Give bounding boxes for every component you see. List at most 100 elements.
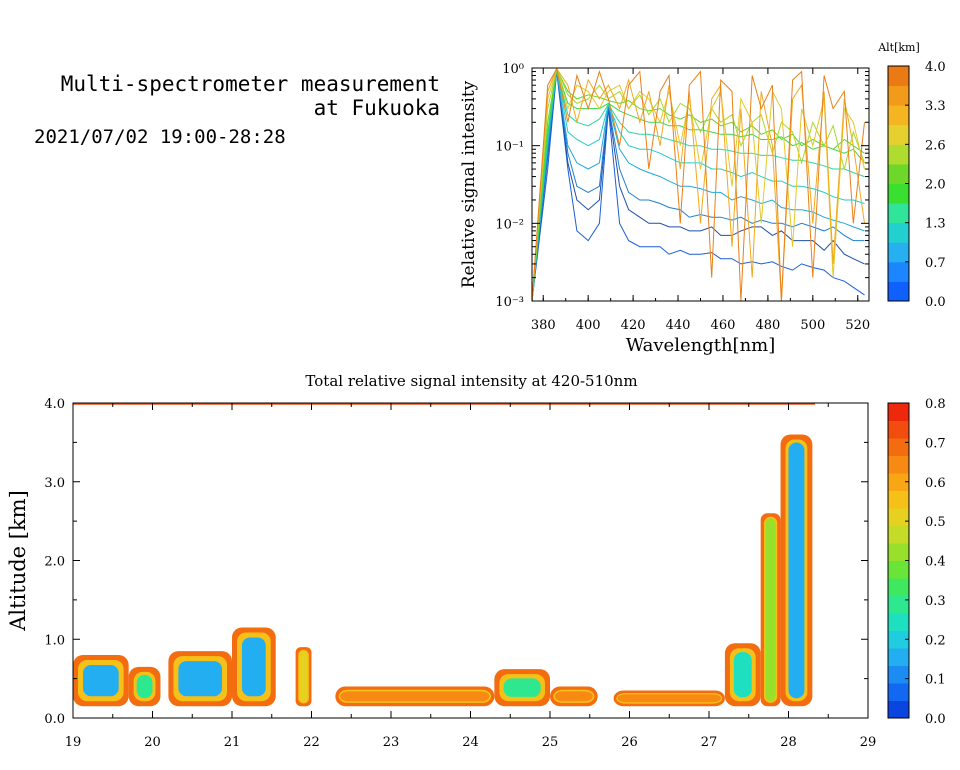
- y-tick-label: 10⁻³: [495, 295, 524, 310]
- spectrum-series-line: [532, 71, 865, 301]
- x-tick-label: 28: [780, 735, 797, 750]
- spectra-plot-area: [532, 68, 869, 301]
- altitude-colorbar-cell: [888, 144, 909, 165]
- x-tick-label: 420: [621, 318, 646, 333]
- x-tick-label: 29: [860, 735, 877, 750]
- intensity-colorbar-tick-label: 0.8: [925, 397, 946, 412]
- spectra-x-axis-label: Wavelength[nm]: [626, 335, 776, 356]
- intensity-colorbar-cell: [888, 543, 909, 561]
- spectrum-series-line: [532, 70, 865, 301]
- heatmap-contour-core: [554, 691, 593, 702]
- heatmap-title: Total relative signal intensity at 420-5…: [305, 372, 637, 390]
- heatmap-contour-core: [788, 442, 805, 699]
- intensity-colorbar-cell: [888, 403, 909, 421]
- x-tick-label: 27: [701, 735, 718, 750]
- intensity-colorbar-cell: [888, 420, 909, 439]
- intensity-colorbar-cell: [888, 630, 909, 649]
- y-tick-label: 4.0: [44, 397, 65, 412]
- altitude-colorbar-tick-label: 3.3: [925, 99, 946, 114]
- heatmap-contour-core: [136, 674, 153, 699]
- x-tick-label: 19: [65, 735, 82, 750]
- date-range: 2021/07/02 19:00-28:28: [34, 126, 286, 148]
- x-tick-label: 26: [621, 735, 638, 750]
- spectrum-series-line: [532, 68, 865, 301]
- altitude-colorbar-cell: [888, 85, 909, 106]
- y-tick-label: 3.0: [44, 476, 65, 491]
- y-tick-label: 10⁻¹: [495, 140, 524, 155]
- intensity-colorbar-cell: [888, 700, 909, 719]
- y-tick-label: 10⁻²: [495, 217, 524, 232]
- altitude-colorbar-tick-label: 0.7: [925, 256, 946, 271]
- x-tick-label: 23: [383, 735, 400, 750]
- altitude-colorbar-tick-label: 2.0: [925, 178, 946, 193]
- x-tick-label: 24: [462, 735, 479, 750]
- intensity-colorbar-tick-label: 0.0: [925, 712, 946, 727]
- heatmap-contour-core: [617, 694, 721, 703]
- x-tick-label: 520: [845, 318, 870, 333]
- spectrum-series-line: [532, 69, 865, 301]
- altitude-colorbar-cell: [888, 105, 909, 126]
- altitude-colorbar-cell: [888, 222, 909, 243]
- x-tick-label: 480: [755, 318, 780, 333]
- x-tick-label: 460: [711, 318, 736, 333]
- altitude-colorbar-tick-label: 1.3: [925, 217, 946, 232]
- heatmap-contour-core: [242, 637, 266, 697]
- figure-subtitle-location: at Fukuoka: [313, 96, 440, 120]
- intensity-colorbar-cell: [888, 455, 909, 474]
- heatmap-y-axis-label: Altitude [km]: [6, 490, 30, 632]
- intensity-colorbar-cell: [888, 490, 909, 509]
- figure-title: Multi-spectrometer measurement: [60, 72, 440, 96]
- altitude-colorbar-tick-label: 0.0: [925, 295, 946, 310]
- intensity-colorbar-cell: [888, 578, 909, 596]
- x-tick-label: 21: [224, 735, 241, 750]
- spectra-y-axis-label: Relative signal intensity: [459, 80, 479, 288]
- y-tick-label: 1.0: [44, 633, 65, 648]
- y-tick-label: 2.0: [44, 555, 65, 570]
- altitude-colorbar-cell: [888, 281, 909, 302]
- altitude-colorbar-cell: [888, 66, 909, 87]
- altitude-colorbar-cell: [888, 163, 909, 184]
- intensity-colorbar-cell: [888, 595, 909, 614]
- altitude-colorbar-cell: [888, 203, 909, 224]
- intensity-colorbar-tick-label: 0.1: [925, 673, 946, 688]
- altitude-colorbar-cell: [888, 124, 909, 145]
- spectrum-series-line: [532, 69, 865, 301]
- altitude-colorbar-cell: [888, 183, 909, 204]
- intensity-colorbar-tick-label: 0.5: [925, 515, 946, 530]
- intensity-colorbar-tick-label: 0.4: [925, 555, 946, 570]
- altitude-colorbar-tick-label: 2.6: [925, 138, 946, 153]
- heatmap-contour-core: [299, 651, 308, 703]
- altitude-colorbar-title: Alt[km]: [877, 41, 920, 54]
- intensity-colorbar-cell: [888, 665, 909, 684]
- altitude-colorbar-cell: [888, 261, 909, 282]
- spectrum-series-line: [532, 68, 865, 301]
- heatmap-contour-core: [503, 678, 541, 697]
- heatmap-contour-core: [340, 691, 490, 702]
- x-tick-label: 20: [144, 735, 161, 750]
- spectrum-series-line: [532, 68, 865, 301]
- spectrum-series-line: [532, 69, 865, 301]
- heatmap-contour-core: [83, 665, 119, 697]
- heatmap-contour-core: [765, 518, 776, 702]
- x-tick-label: 25: [542, 735, 559, 750]
- intensity-colorbar-cell: [888, 438, 909, 456]
- x-tick-label: 500: [800, 318, 825, 333]
- intensity-colorbar-cell: [888, 508, 909, 526]
- y-tick-label: 0.0: [44, 712, 65, 727]
- x-tick-label: 400: [576, 318, 601, 333]
- intensity-colorbar-cell: [888, 525, 909, 544]
- intensity-colorbar-cell: [888, 683, 909, 701]
- x-tick-label: 22: [303, 735, 320, 750]
- intensity-colorbar-cell: [888, 473, 909, 491]
- intensity-colorbar-cell: [888, 648, 909, 666]
- intensity-colorbar-cell: [888, 613, 909, 631]
- x-tick-label: 440: [666, 318, 691, 333]
- intensity-colorbar-tick-label: 0.6: [925, 476, 946, 491]
- spectrum-series-line: [532, 70, 865, 301]
- altitude-colorbar-tick-label: 4.0: [925, 60, 946, 75]
- heatmap-contour-core: [178, 661, 222, 697]
- x-tick-label: 380: [531, 318, 556, 333]
- altitude-colorbar-cell: [888, 242, 909, 263]
- intensity-colorbar-tick-label: 0.7: [925, 436, 946, 451]
